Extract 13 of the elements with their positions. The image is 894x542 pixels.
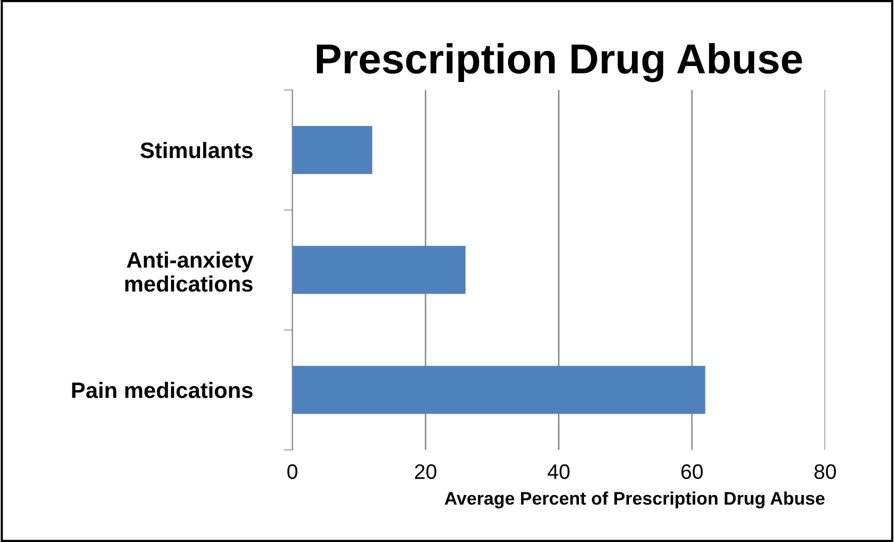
y-tick-label: Pain medications	[72, 382, 253, 398]
x-tick-label: 60	[681, 464, 703, 480]
chart-title: Prescription Drug Abuse	[316, 43, 802, 82]
bar	[292, 126, 372, 174]
bar	[292, 246, 466, 294]
x-axis-title: Average Percent of Prescription Drug Abuse	[444, 492, 825, 508]
x-tick-label: 20	[415, 464, 436, 480]
x-tick-label: 0	[287, 464, 298, 480]
y-tick-label: Anti-anxiety medications	[125, 252, 254, 292]
x-tick-label: 80	[814, 464, 836, 480]
y-tick-label: Stimulants	[140, 142, 253, 158]
x-tick-label: 40	[548, 464, 570, 480]
bar	[292, 366, 706, 414]
